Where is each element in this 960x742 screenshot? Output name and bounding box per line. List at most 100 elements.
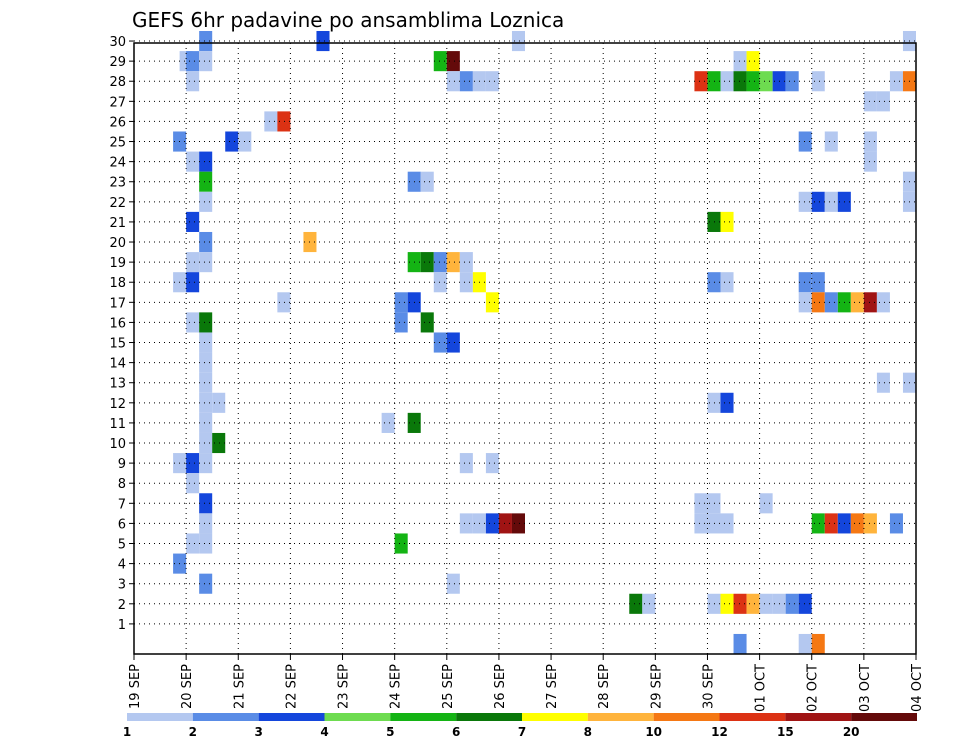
colorbar-label: 1 — [123, 725, 131, 739]
precip-cell — [459, 252, 473, 273]
precip-cell — [707, 211, 721, 232]
precip-cell — [759, 493, 773, 514]
precip-cell — [876, 91, 890, 112]
precip-cell — [798, 633, 812, 655]
precip-cell — [759, 71, 773, 92]
x-tick-label: 02 OCT — [806, 664, 821, 712]
precip-cells — [173, 30, 916, 655]
y-tick-label: 27 — [109, 95, 126, 110]
y-tick-label: 6 — [118, 517, 126, 532]
precip-cell — [225, 131, 239, 152]
colorbar-segment — [653, 713, 720, 721]
x-tick-label: 27 SEP — [545, 664, 560, 709]
colorbar-segment — [587, 713, 654, 721]
precip-cell — [485, 71, 499, 92]
precip-cell — [199, 372, 213, 393]
precip-cell — [498, 513, 512, 534]
y-tick-label: 25 — [109, 136, 126, 151]
precip-cell — [212, 392, 226, 413]
precip-cell — [199, 573, 213, 594]
y-tick-label: 20 — [109, 236, 126, 251]
precip-cell — [199, 453, 213, 474]
precip-cell — [212, 432, 226, 454]
precip-cell — [707, 493, 721, 514]
y-tick-label: 19 — [109, 256, 126, 271]
precip-cell — [186, 151, 200, 172]
precip-cell — [811, 633, 825, 655]
precip-cell — [694, 513, 708, 534]
precip-cell — [485, 513, 499, 534]
precip-cell — [720, 71, 734, 92]
y-tick-label: 29 — [109, 55, 126, 70]
x-tick-label: 22 SEP — [284, 664, 299, 709]
precip-cell — [459, 453, 473, 474]
precip-cell — [746, 71, 760, 92]
precip-cell — [277, 111, 291, 132]
precip-cell — [199, 432, 213, 454]
y-tick-label: 7 — [118, 497, 126, 512]
precip-cell — [824, 191, 838, 212]
precip-cell — [420, 312, 434, 333]
precip-cell — [733, 51, 747, 72]
colorbar-label: 12 — [711, 725, 728, 739]
precip-cell — [889, 513, 903, 534]
precip-cell — [733, 593, 747, 614]
plot-frame — [133, 42, 917, 655]
precip-cell — [381, 412, 395, 433]
colorbar-label: 7 — [518, 725, 526, 739]
precip-cell — [186, 272, 200, 293]
precip-cell — [433, 51, 447, 72]
precip-cell — [433, 252, 447, 273]
precip-cell — [394, 533, 408, 554]
precip-cell — [798, 272, 812, 293]
x-tick-label: 26 SEP — [493, 664, 508, 709]
precip-cell — [446, 332, 460, 353]
colorbar-label: 10 — [645, 725, 662, 739]
precip-cell — [811, 272, 825, 293]
precip-cell — [811, 292, 825, 313]
precip-cell — [863, 513, 877, 534]
colorbar-segment — [324, 713, 391, 721]
precip-cell — [316, 30, 330, 52]
colorbar-segment — [851, 713, 917, 721]
precip-cell — [394, 292, 408, 313]
precip-cell — [485, 453, 499, 474]
precip-cell — [707, 513, 721, 534]
precip-cell — [746, 593, 760, 614]
precip-cell — [199, 51, 213, 72]
precip-cell — [824, 292, 838, 313]
precip-cell — [798, 593, 812, 614]
precip-cell — [824, 513, 838, 534]
x-axis-ticks: 19 SEP 20 SEP 21 SEP 22 SEP 23 SEP 24 SEP 25 S… — [128, 654, 925, 712]
precip-cell — [446, 71, 460, 92]
precip-cell — [694, 71, 708, 92]
precip-cell — [459, 272, 473, 293]
x-tick-label: 30 SEP — [701, 664, 716, 709]
precip-cell — [720, 392, 734, 413]
colorbar-segment — [192, 713, 259, 721]
precip-cell — [446, 51, 460, 72]
colorbar-label: 6 — [452, 725, 460, 739]
y-tick-label: 3 — [118, 578, 126, 593]
precip-cell — [459, 71, 473, 92]
precip-cell — [720, 513, 734, 534]
x-tick-label: 21 SEP — [232, 664, 247, 709]
y-tick-label: 5 — [118, 538, 126, 553]
precip-cell — [186, 51, 200, 72]
precip-cell — [811, 191, 825, 212]
precip-cell — [733, 633, 747, 655]
colorbar-segment — [785, 713, 852, 721]
precip-cell — [850, 513, 864, 534]
precip-cell — [199, 513, 213, 534]
precip-cell — [199, 231, 213, 253]
precip-cell — [199, 312, 213, 333]
precip-cell — [707, 272, 721, 293]
precip-cell — [199, 171, 213, 192]
y-tick-label: 4 — [118, 558, 126, 573]
precip-cell — [811, 513, 825, 534]
precip-cell — [863, 292, 877, 313]
precip-cell — [720, 211, 734, 232]
colorbar-label: 5 — [386, 725, 394, 739]
y-tick-label: 13 — [109, 377, 126, 392]
precip-cell — [511, 513, 525, 534]
